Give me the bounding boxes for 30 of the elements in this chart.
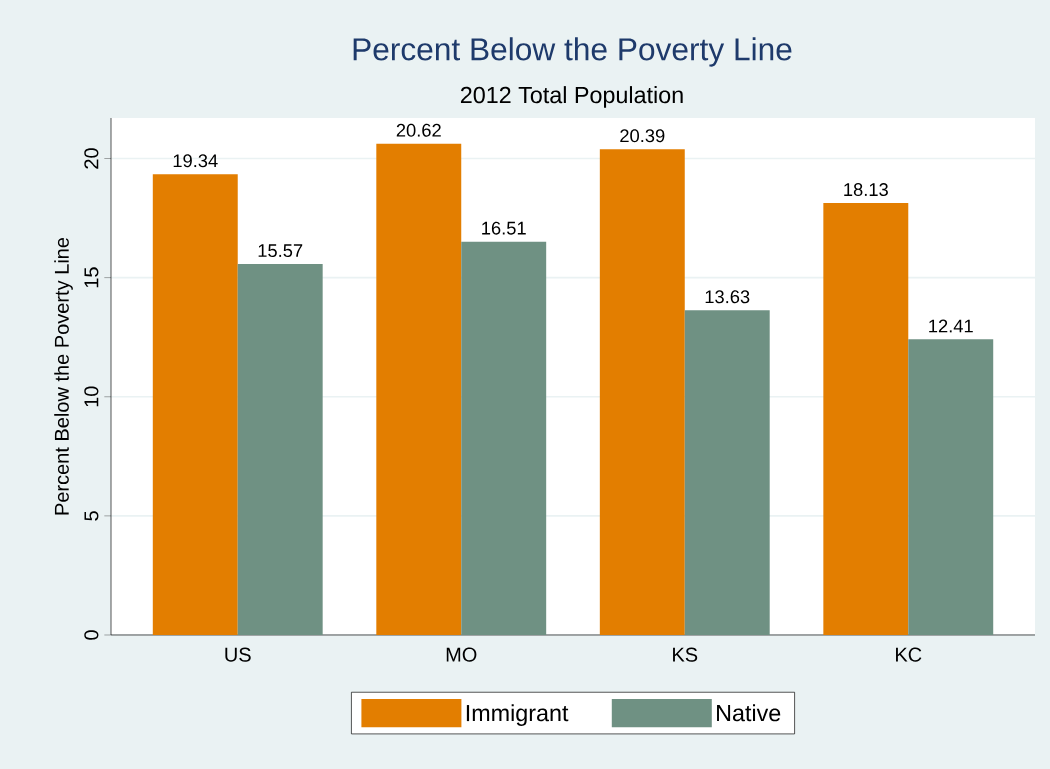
y-tick-label: 10 [84, 386, 99, 407]
x-tick-label: MO [446, 647, 477, 662]
bar [823, 203, 909, 635]
x-tick-label: KC [896, 647, 922, 662]
bar [908, 339, 994, 635]
chart-title: Percent Below the Poverty Line [353, 37, 792, 67]
data-label: 20.62 [396, 123, 441, 137]
data-label: 18.13 [844, 183, 888, 197]
y-tick-label: 15 [84, 267, 99, 288]
x-tick-label: US [225, 647, 251, 662]
bar [152, 174, 238, 635]
data-label: 19.34 [173, 154, 218, 168]
bar [599, 149, 685, 635]
data-label: 15.57 [258, 244, 303, 258]
y-tick-label: 20 [84, 148, 99, 169]
y-tick-label: 5 [84, 511, 99, 521]
data-label: 13.63 [705, 290, 750, 304]
y-axis-title: Percent Below the Poverty Line [54, 237, 73, 515]
y-tick-label: 0 [84, 630, 99, 640]
legend-label: Immigrant [466, 704, 569, 726]
legend-label: Native [717, 704, 781, 722]
bar [376, 143, 462, 635]
bar [237, 264, 323, 635]
data-label: 20.39 [620, 129, 665, 143]
x-tick-label: KS [673, 647, 698, 662]
chart-subtitle: 2012 Total Population [460, 86, 683, 108]
bar [461, 241, 547, 635]
data-label: 12.41 [929, 319, 973, 333]
bar [684, 310, 770, 635]
data-label: 16.51 [482, 221, 526, 235]
